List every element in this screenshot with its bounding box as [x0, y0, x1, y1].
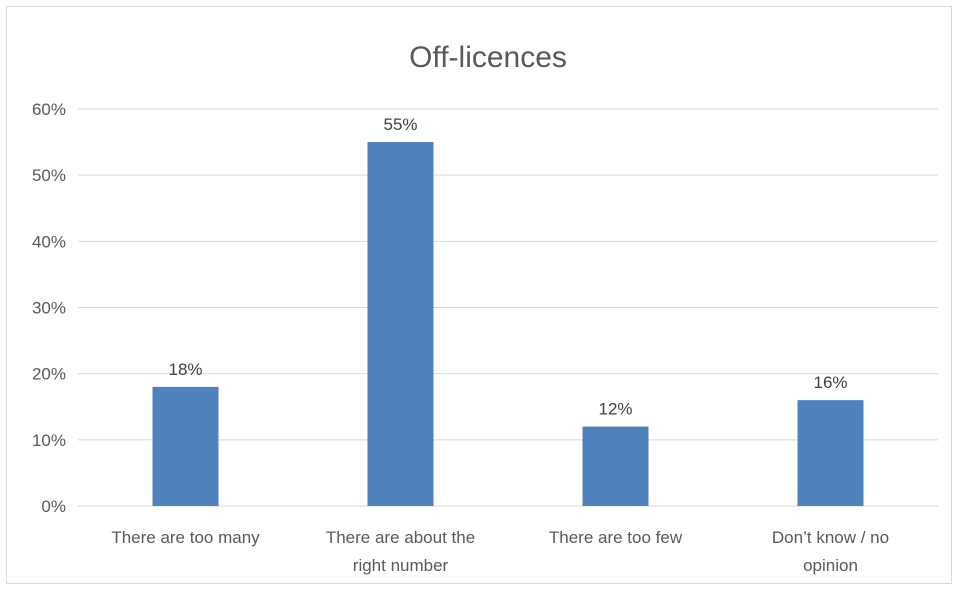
- y-tick-label: 20%: [32, 365, 66, 384]
- x-tick-label: opinion: [803, 556, 858, 575]
- bar: [367, 142, 434, 507]
- data-label: 12%: [598, 400, 632, 419]
- chart-title: Off-licences: [409, 41, 567, 74]
- y-tick-label: 40%: [32, 232, 66, 251]
- x-tick-label: There are too few: [549, 528, 683, 547]
- data-label: 55%: [383, 115, 417, 134]
- x-tick-label: right number: [353, 556, 449, 575]
- data-label: 18%: [168, 360, 202, 379]
- y-tick-label: 10%: [32, 431, 66, 450]
- x-tick-label: There are too many: [111, 528, 260, 547]
- x-tick-label: There are about the: [326, 528, 475, 547]
- y-tick-label: 50%: [32, 166, 66, 185]
- y-tick-label: 30%: [32, 299, 66, 318]
- data-labels: 18% 55% 12% 16%: [168, 115, 847, 419]
- y-axis-ticks: 0% 10% 20% 30% 40% 50% 60%: [32, 100, 66, 516]
- gridlines: [78, 108, 938, 507]
- bar: [152, 386, 219, 506]
- data-label: 16%: [813, 373, 847, 392]
- y-tick-label: 60%: [32, 100, 66, 119]
- bar: [582, 426, 649, 506]
- y-tick-label: 0%: [41, 497, 66, 516]
- bar: [797, 400, 864, 506]
- x-tick-label: Don’t know / no: [772, 528, 889, 547]
- x-axis-categories: There are too many There are about the rig…: [111, 528, 889, 575]
- bars: [152, 142, 864, 507]
